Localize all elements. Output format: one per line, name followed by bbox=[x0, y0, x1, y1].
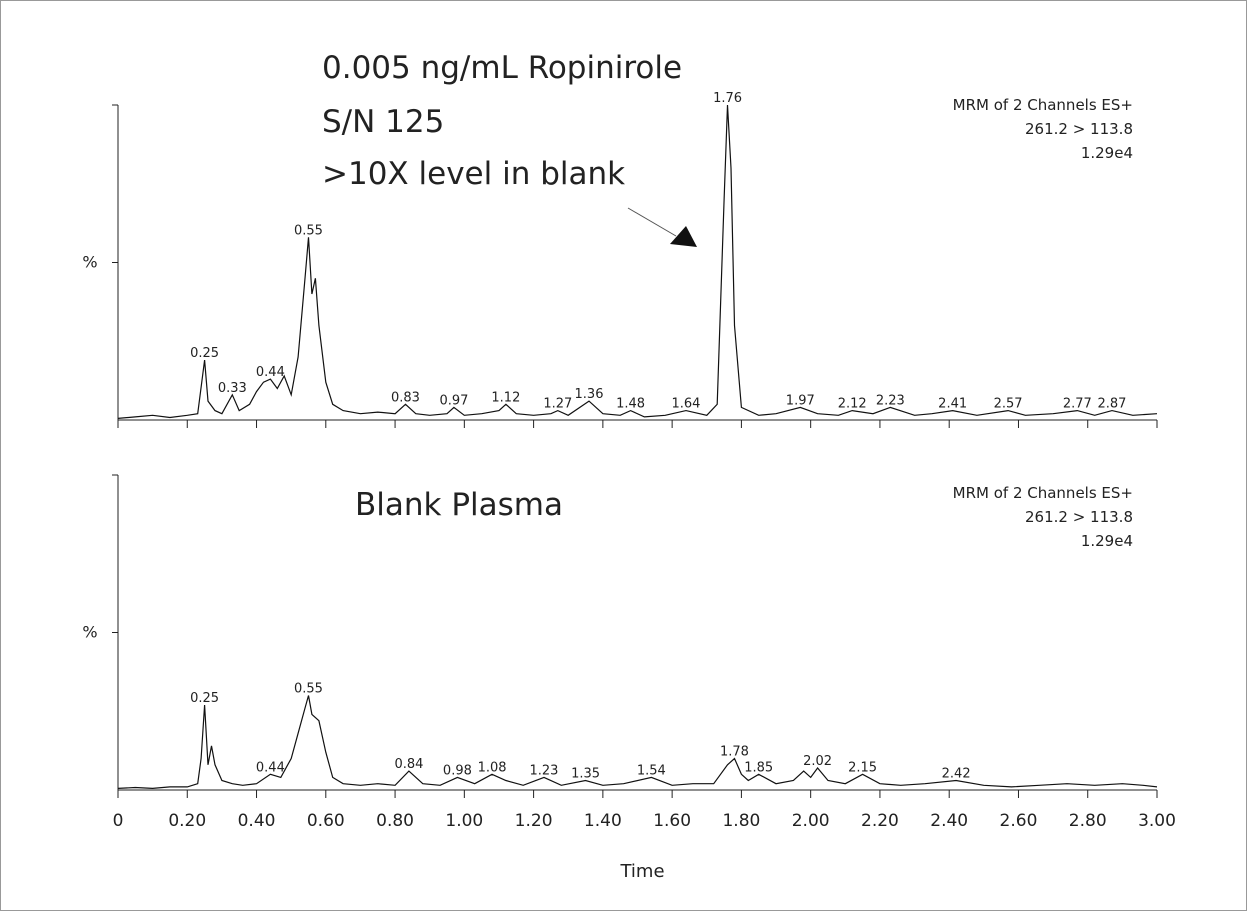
peak-label: 2.57 bbox=[994, 397, 1023, 412]
peak-label: 0.25 bbox=[190, 346, 219, 361]
x-tick-label: 1.80 bbox=[722, 811, 760, 831]
y-tick-label: % bbox=[82, 253, 97, 272]
annotation: 0.005 ng/mL Ropinirole bbox=[322, 50, 682, 86]
peak-label: 2.12 bbox=[838, 397, 867, 412]
peak-label: 0.98 bbox=[443, 763, 472, 778]
x-tick-label: 0 bbox=[113, 811, 124, 831]
peak-label: 2.42 bbox=[942, 767, 971, 782]
channel-info: MRM of 2 Channels ES+ bbox=[953, 96, 1133, 114]
peak-label: 1.85 bbox=[744, 760, 773, 775]
channel-info: 261.2 > 113.8 bbox=[1025, 508, 1133, 526]
x-tick-label: 0.80 bbox=[376, 811, 414, 831]
channel-info: 1.29e4 bbox=[1081, 532, 1133, 550]
peak-label: 1.97 bbox=[786, 393, 815, 408]
peak-label: 1.36 bbox=[575, 387, 604, 402]
annotation: Blank Plasma bbox=[355, 487, 563, 523]
annotation: S/N 125 bbox=[322, 104, 444, 140]
x-tick-label: 3.00 bbox=[1138, 811, 1176, 831]
peak-label: 2.02 bbox=[803, 754, 832, 769]
x-tick-label: 1.60 bbox=[653, 811, 691, 831]
peak-label: 0.55 bbox=[294, 223, 323, 238]
peak-label: 1.48 bbox=[616, 397, 645, 412]
peak-label: 2.23 bbox=[876, 393, 905, 408]
x-tick-label: 2.80 bbox=[1069, 811, 1107, 831]
peak-label: 0.44 bbox=[256, 365, 285, 380]
peak-label: 0.33 bbox=[218, 381, 247, 396]
arrow-head bbox=[670, 226, 697, 247]
peak-label: 0.97 bbox=[439, 393, 468, 408]
x-tick-label: 1.00 bbox=[445, 811, 483, 831]
peak-label: 1.54 bbox=[637, 763, 666, 778]
channel-info: MRM of 2 Channels ES+ bbox=[953, 484, 1133, 502]
arrow-line bbox=[627, 207, 677, 237]
peak-label: 1.64 bbox=[672, 397, 701, 412]
x-tick-label: 0.40 bbox=[238, 811, 276, 831]
x-tick-label: 0.20 bbox=[168, 811, 206, 831]
x-tick-label: 2.60 bbox=[1000, 811, 1038, 831]
y-tick-label: % bbox=[82, 623, 97, 642]
x-tick-label: 1.20 bbox=[515, 811, 553, 831]
peak-label: 1.23 bbox=[530, 763, 559, 778]
x-tick-label: 2.20 bbox=[861, 811, 899, 831]
peak-label: 1.12 bbox=[491, 390, 520, 405]
peak-label: 1.78 bbox=[720, 745, 749, 760]
peak-label: 1.27 bbox=[543, 397, 572, 412]
channel-info: 261.2 > 113.8 bbox=[1025, 120, 1133, 138]
peak-label: 0.55 bbox=[294, 682, 323, 697]
peak-label: 2.41 bbox=[938, 397, 967, 412]
peak-label: 0.84 bbox=[394, 757, 423, 772]
x-tick-label: 1.40 bbox=[584, 811, 622, 831]
peak-label: 0.83 bbox=[391, 390, 420, 405]
x-tick-label: 2.00 bbox=[792, 811, 830, 831]
channel-info: 1.29e4 bbox=[1081, 144, 1133, 162]
peak-label: 0.25 bbox=[190, 691, 219, 706]
peak-label: 1.08 bbox=[478, 760, 507, 775]
peak-label: 2.77 bbox=[1063, 397, 1092, 412]
peak-label: 1.76 bbox=[713, 91, 742, 106]
peak-label: 1.35 bbox=[571, 767, 600, 782]
x-axis-label: Time bbox=[619, 861, 664, 882]
peak-label: 2.87 bbox=[1098, 397, 1127, 412]
x-tick-label: 0.60 bbox=[307, 811, 345, 831]
trace bbox=[117, 104, 1158, 419]
trace bbox=[117, 695, 1158, 790]
peak-label: 0.44 bbox=[256, 760, 285, 775]
annotation: >10X level in blank bbox=[322, 156, 625, 192]
peak-label: 2.15 bbox=[848, 760, 877, 775]
x-tick-label: 2.40 bbox=[930, 811, 968, 831]
